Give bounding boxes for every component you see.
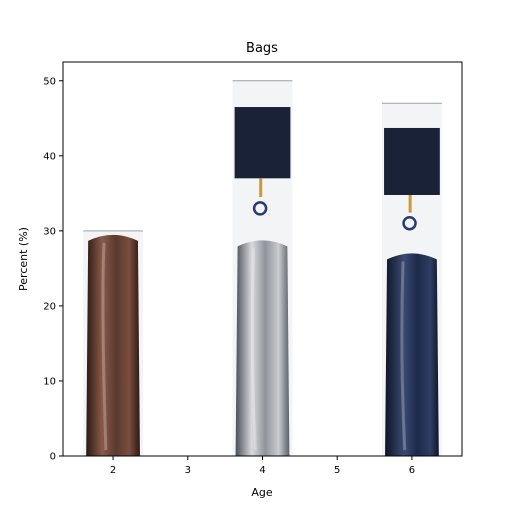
x-axis-label: Age	[251, 486, 273, 499]
plot-frame	[62, 61, 463, 457]
y-tick-label-50: 50	[43, 76, 56, 87]
bag-body-2	[86, 234, 140, 456]
y-tick-label-0: 0	[50, 452, 56, 463]
bar-2	[83, 230, 143, 456]
y-axis-label: Percent (%)	[17, 227, 30, 291]
y-tick-label-20: 20	[43, 301, 56, 312]
y-axis-ticks: 0 10 20 30 40 50	[43, 76, 63, 463]
y-tick-label-40: 40	[43, 151, 56, 162]
x-axis-ticks: 2 3 4 5 6	[110, 456, 415, 476]
bar-6	[382, 102, 442, 457]
x-tick-label-2: 2	[110, 465, 116, 476]
bar-4	[232, 80, 293, 456]
x-tick-label-3: 3	[185, 465, 191, 476]
bag-body-6	[385, 253, 439, 456]
bag-strap-4	[234, 107, 291, 179]
x-tick-label-5: 5	[334, 465, 340, 476]
bag-body-4	[235, 240, 290, 456]
x-tick-label-6: 6	[409, 465, 415, 476]
bars-group	[83, 80, 442, 457]
bag-strap-6	[384, 127, 440, 195]
x-tick-label-4: 4	[259, 465, 265, 476]
chart-title: Bags	[246, 41, 278, 56]
y-tick-label-10: 10	[43, 376, 56, 387]
y-tick-label-30: 30	[43, 226, 56, 237]
